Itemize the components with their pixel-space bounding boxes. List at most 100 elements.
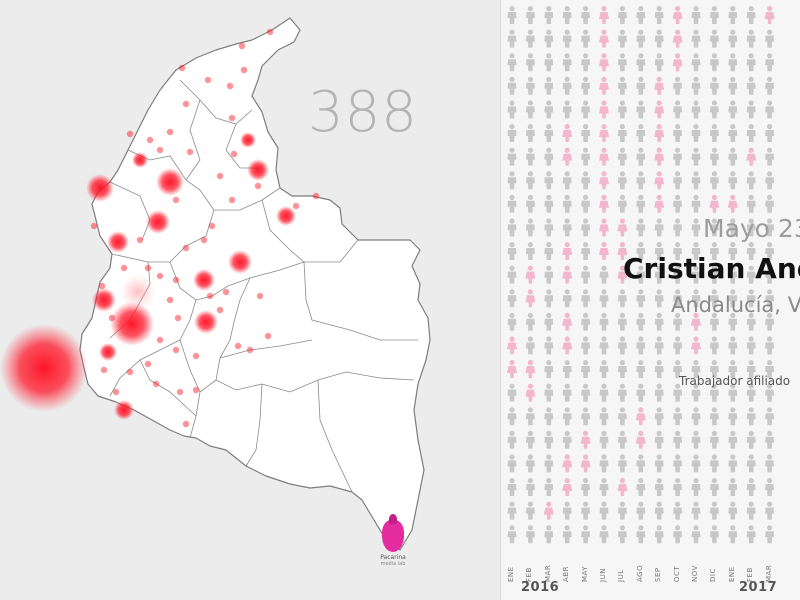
person-icon[interactable] bbox=[525, 383, 536, 402]
person-icon[interactable] bbox=[636, 265, 646, 284]
event-marker[interactable] bbox=[226, 82, 234, 90]
person-icon[interactable] bbox=[673, 312, 683, 331]
person-icon[interactable] bbox=[746, 454, 756, 473]
event-marker-large[interactable] bbox=[99, 343, 117, 361]
person-icon[interactable] bbox=[507, 194, 517, 213]
person-icon[interactable] bbox=[728, 29, 738, 48]
person-icon[interactable] bbox=[617, 124, 627, 142]
person-icon[interactable] bbox=[562, 454, 573, 473]
person-icon[interactable] bbox=[728, 289, 738, 308]
person-icon[interactable] bbox=[746, 360, 756, 378]
person-icon[interactable] bbox=[599, 147, 609, 166]
person-icon[interactable] bbox=[562, 194, 572, 213]
person-icon[interactable] bbox=[709, 336, 719, 355]
person-icon[interactable] bbox=[562, 289, 572, 308]
person-icon[interactable] bbox=[727, 194, 738, 213]
event-marker[interactable] bbox=[266, 28, 274, 36]
event-marker[interactable] bbox=[228, 196, 236, 204]
person-icon[interactable] bbox=[525, 407, 535, 426]
person-icon[interactable] bbox=[599, 360, 609, 378]
person-icon[interactable] bbox=[507, 100, 517, 119]
person-icon[interactable] bbox=[691, 312, 701, 331]
person-icon[interactable] bbox=[581, 147, 591, 166]
person-icon[interactable] bbox=[507, 53, 517, 72]
event-marker[interactable] bbox=[172, 276, 180, 284]
person-icon[interactable] bbox=[765, 289, 775, 308]
person-icon[interactable] bbox=[581, 478, 591, 496]
person-icon[interactable] bbox=[636, 29, 646, 48]
person-icon[interactable] bbox=[709, 171, 719, 190]
person-icon[interactable] bbox=[544, 218, 554, 237]
person-icon[interactable] bbox=[709, 76, 719, 95]
person-icon[interactable] bbox=[581, 501, 591, 520]
person-icon[interactable] bbox=[562, 478, 573, 496]
event-marker[interactable] bbox=[112, 388, 120, 396]
event-marker-large[interactable] bbox=[156, 168, 184, 196]
person-icon[interactable] bbox=[636, 336, 646, 355]
person-icon[interactable] bbox=[709, 53, 719, 72]
person-icon[interactable] bbox=[599, 336, 609, 355]
person-icon[interactable] bbox=[617, 501, 627, 520]
person-icon[interactable] bbox=[691, 265, 701, 284]
person-icon[interactable] bbox=[581, 100, 591, 119]
person-icon[interactable] bbox=[636, 53, 646, 72]
person-icon[interactable] bbox=[581, 218, 591, 237]
person-icon[interactable] bbox=[654, 454, 664, 473]
person-icon[interactable] bbox=[691, 100, 701, 119]
person-icon[interactable] bbox=[728, 53, 738, 72]
person-icon[interactable] bbox=[525, 242, 535, 260]
person-icon[interactable] bbox=[765, 478, 775, 496]
person-icon[interactable] bbox=[599, 53, 609, 72]
person-icon[interactable] bbox=[562, 501, 572, 520]
person-icon[interactable] bbox=[562, 29, 572, 48]
person-icon[interactable] bbox=[617, 478, 628, 496]
person-icon[interactable] bbox=[617, 100, 627, 119]
person-icon[interactable] bbox=[746, 242, 756, 260]
person-icon[interactable] bbox=[507, 383, 517, 402]
person-icon[interactable] bbox=[562, 171, 572, 190]
person-icon[interactable] bbox=[691, 430, 701, 449]
event-marker[interactable] bbox=[108, 314, 116, 322]
person-icon[interactable] bbox=[525, 53, 535, 72]
event-marker[interactable] bbox=[144, 264, 152, 272]
event-marker[interactable] bbox=[246, 346, 254, 354]
person-icon[interactable] bbox=[562, 407, 572, 426]
person-icon[interactable] bbox=[617, 430, 627, 449]
person-icon[interactable] bbox=[544, 76, 554, 95]
person-icon[interactable] bbox=[581, 29, 591, 48]
person-icon[interactable] bbox=[654, 124, 665, 142]
person-icon[interactable] bbox=[507, 76, 517, 95]
event-marker[interactable] bbox=[100, 366, 108, 374]
person-icon[interactable] bbox=[673, 525, 683, 544]
person-icon[interactable] bbox=[599, 265, 609, 284]
event-marker[interactable] bbox=[256, 292, 264, 300]
person-icon[interactable] bbox=[544, 265, 554, 284]
event-marker[interactable] bbox=[176, 388, 184, 396]
person-icon[interactable] bbox=[599, 100, 609, 119]
event-marker-large[interactable] bbox=[132, 152, 148, 168]
person-icon[interactable] bbox=[728, 265, 738, 284]
person-icon[interactable] bbox=[746, 53, 756, 72]
person-icon[interactable] bbox=[765, 124, 775, 142]
person-icon[interactable] bbox=[691, 29, 701, 48]
event-marker[interactable] bbox=[136, 236, 144, 244]
person-icon[interactable] bbox=[765, 525, 775, 544]
person-icon[interactable] bbox=[544, 147, 554, 166]
person-icon[interactable] bbox=[654, 289, 664, 308]
person-icon[interactable] bbox=[691, 336, 701, 355]
person-icon[interactable] bbox=[599, 76, 609, 95]
person-icon[interactable] bbox=[765, 407, 775, 426]
person-icon[interactable] bbox=[599, 407, 609, 426]
person-icon[interactable] bbox=[525, 430, 535, 449]
person-icon[interactable] bbox=[691, 194, 701, 213]
person-icon[interactable] bbox=[673, 76, 683, 95]
person-icon[interactable] bbox=[525, 454, 535, 473]
person-icon[interactable] bbox=[507, 124, 517, 142]
person-icon[interactable] bbox=[562, 383, 572, 402]
victims-grid-panel[interactable]: Mayo 23 Cristian And Andalucía, Val Trab… bbox=[500, 0, 800, 600]
person-icon[interactable] bbox=[765, 336, 775, 355]
person-icon[interactable] bbox=[636, 383, 646, 402]
person-icon[interactable] bbox=[691, 53, 701, 72]
person-icon[interactable] bbox=[636, 525, 646, 544]
person-icon[interactable] bbox=[765, 430, 775, 449]
